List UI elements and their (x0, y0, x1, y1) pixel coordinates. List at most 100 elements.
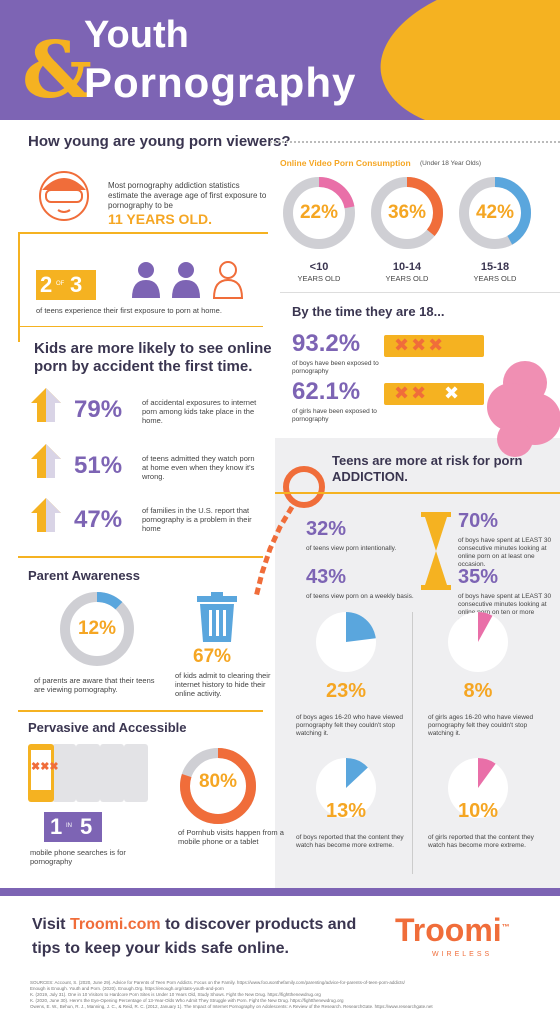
person-outline-icon (212, 261, 244, 299)
accident-text-3: of families in the U.S. report that porn… (142, 506, 252, 533)
pie-chart-1 (316, 612, 376, 672)
header-yellow-shape (367, 0, 560, 120)
pie-text-2: of girls ages 16-20 who have viewed porn… (428, 714, 534, 737)
brain-icon (487, 361, 560, 457)
source-line: Enough is Enough. Youth and Porn. (2020)… (30, 986, 224, 991)
footer-band (0, 888, 560, 896)
accident-text-1: of accidental exposures to internet porn… (142, 398, 257, 425)
pie-chart-3 (316, 758, 376, 818)
mobile-donut (180, 748, 256, 824)
header-banner (0, 0, 560, 120)
of-word: OF (56, 281, 65, 287)
divider (18, 556, 263, 558)
history-clearing-pct: 67% (193, 646, 232, 667)
addiction-left-pct-2: 43% (306, 566, 347, 588)
trash-can-icon (197, 592, 237, 642)
two-of-three-badge (36, 270, 96, 300)
divider (275, 492, 560, 494)
parent-pct: 12% (77, 618, 117, 639)
online-video-subtitle: (Under 18 Year Olds) (420, 160, 482, 167)
addiction-left-text-1: of teens view porn intentionally. (306, 545, 397, 552)
girls-x-bar: ✖✖ ✖ (384, 383, 484, 405)
accident-title: Kids are more likely to see online porn … (34, 340, 272, 375)
source-line: Owens, E. W., Behun, R. J., Manning, J. … (30, 1004, 433, 1009)
online-video-title: Online Video Porn Consumption (280, 158, 411, 168)
age-pct-1: 22% (299, 202, 339, 223)
addiction-background (275, 438, 560, 893)
pervasive-title: Pervasive and Accessible (28, 720, 187, 735)
pie-text-4: of girls reported that the content they … (428, 834, 534, 849)
pie-chart-4 (448, 758, 508, 818)
boys-x-bar: ✖✖✖ (384, 335, 484, 357)
accident-pct-2: 51% (74, 452, 123, 479)
source-line: K. (2020, June 30). Here's the Eye-Openi… (30, 998, 344, 1003)
age-sub-2: YEARS OLD (385, 274, 429, 283)
girls-exposed-text: of girls have been exposed to pornograph… (292, 408, 377, 423)
accident-pct-1: 79% (74, 396, 123, 423)
hourglass-icon (421, 512, 451, 590)
age-label-3: 15-18 (480, 261, 510, 273)
age-pct-3: 42% (475, 202, 515, 223)
divider (280, 292, 560, 293)
divider (18, 232, 20, 342)
svg-text:✖✖✖: ✖✖✖ (31, 761, 59, 773)
person-icon (172, 262, 200, 298)
x-marks-icon: ✖✖ (394, 383, 429, 403)
source-line: SOURCES: Account, S. (2020, June 29). Ad… (30, 980, 405, 985)
girls-exposed-pct: 62.1% (292, 378, 361, 405)
divider (18, 232, 268, 234)
visit-post: to discover products and tips to keep yo… (32, 916, 357, 957)
two: 2 (40, 272, 53, 297)
addiction-right-pct-2: 35% (458, 566, 499, 588)
two-of-three-text: of teens experience their first exposure… (36, 306, 222, 315)
logo-text: Troomi (395, 912, 502, 948)
one: 1 (50, 814, 63, 839)
troomi-logo: Troomi™ (395, 912, 510, 949)
parent-donut (60, 592, 134, 666)
accident-text-2: of teens admitted they watch porn at hom… (142, 454, 255, 481)
title-line2: Pornography (84, 59, 357, 106)
face-covering-eyes-icon (39, 171, 89, 221)
age-sub-3: YEARS OLD (473, 274, 517, 283)
trademark: ™ (501, 922, 510, 932)
source-line: K. (2019, July 31). One in 10 Visitors t… (30, 992, 321, 997)
boys-exposed-pct: 93.2% (292, 330, 361, 357)
person-icon (132, 262, 160, 298)
in-word: IN (66, 823, 72, 829)
ampersand: & (22, 25, 93, 116)
parent-text: of parents are aware that their teens ar… (34, 676, 155, 694)
troomi-link[interactable]: Troomi.com (69, 916, 161, 933)
three: 3 (70, 272, 83, 297)
intro-text: Most pornography addiction statistics es… (108, 181, 267, 210)
age-donut-3 (459, 177, 531, 249)
accident-pct-3: 47% (74, 506, 123, 533)
title-line1: Youth (84, 14, 189, 56)
pie-text-1: of boys ages 16-20 who have viewed porno… (296, 714, 403, 737)
age-donut-1 (283, 177, 355, 249)
parent-title: Parent Awareness (28, 568, 141, 583)
house-icon (31, 498, 61, 532)
one-in-five-badge (44, 812, 102, 842)
pie-pct-4: 10% (457, 800, 499, 822)
section-question: How young are young porn viewers? (28, 133, 291, 150)
sources: SOURCES: Account, S. (2020, June 29). Ad… (30, 980, 540, 1010)
addiction-right-text-1: of boys have spent at LEAST 30 consecuti… (458, 537, 552, 568)
five: 5 (80, 814, 93, 839)
pie-pct-2: 8% (463, 680, 493, 702)
by18-title: By the time they are 18... (292, 304, 445, 319)
chain-handcuff-icon (253, 466, 325, 598)
house-icon (31, 444, 61, 478)
mobile-pct: 80% (198, 771, 238, 792)
pie-pct-3: 13% (325, 800, 367, 822)
pie-chart-2 (448, 612, 508, 672)
age-donut-2 (371, 177, 443, 249)
age-pct-2: 36% (387, 202, 427, 223)
visit-text: Visit Troomi.com to discover products an… (32, 913, 362, 961)
x-mark-empty-icon: ✖ (444, 383, 462, 403)
age-label-2: 10-14 (392, 261, 422, 273)
boys-exposed-text: of boys have been exposed to pornography (292, 360, 379, 375)
x-marks-icon: ✖✖✖ (394, 335, 446, 355)
visit-pre: Visit (32, 916, 70, 933)
age-sub-1: YEARS OLD (297, 274, 341, 283)
wireless-label: WIRELESS (432, 951, 493, 958)
